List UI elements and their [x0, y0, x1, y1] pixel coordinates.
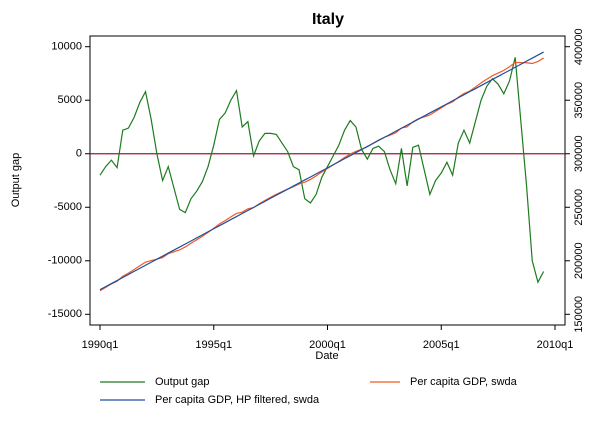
x-tick-label: 1995q1 — [195, 339, 232, 351]
y-tick-label: 5000 — [58, 94, 82, 106]
x-axis-title: Date — [315, 350, 338, 362]
series-line — [99, 51, 544, 291]
y2-tick-label: 350000 — [573, 82, 585, 119]
y-tick-label: 10000 — [51, 41, 82, 53]
y2-tick-label: 300000 — [573, 135, 585, 172]
legend-label: Per capita GDP, HP filtered, swda — [155, 394, 320, 406]
x-tick-label: 2010q1 — [537, 339, 574, 351]
y-tick-label: -15000 — [48, 308, 82, 320]
y-tick-label: -5000 — [54, 201, 82, 213]
y2-tick-label: 400000 — [573, 28, 585, 65]
y2-tick-label: 200000 — [573, 242, 585, 279]
series-line — [99, 57, 545, 284]
chart-title: Italy — [312, 11, 344, 28]
legend-label: Per capita GDP, swda — [410, 376, 518, 388]
y-tick-label: 0 — [76, 148, 82, 160]
y-axis-title: Output gap — [10, 153, 22, 207]
y2-tick-label: 150000 — [573, 296, 585, 333]
y-tick-label: -10000 — [48, 255, 82, 267]
legend-label: Output gap — [155, 376, 209, 388]
x-tick-label: 1990q1 — [82, 339, 119, 351]
x-tick-label: 2000q1 — [309, 339, 346, 351]
y2-tick-label: 250000 — [573, 189, 585, 226]
series-line — [99, 57, 544, 292]
x-tick-label: 2005q1 — [423, 339, 460, 351]
